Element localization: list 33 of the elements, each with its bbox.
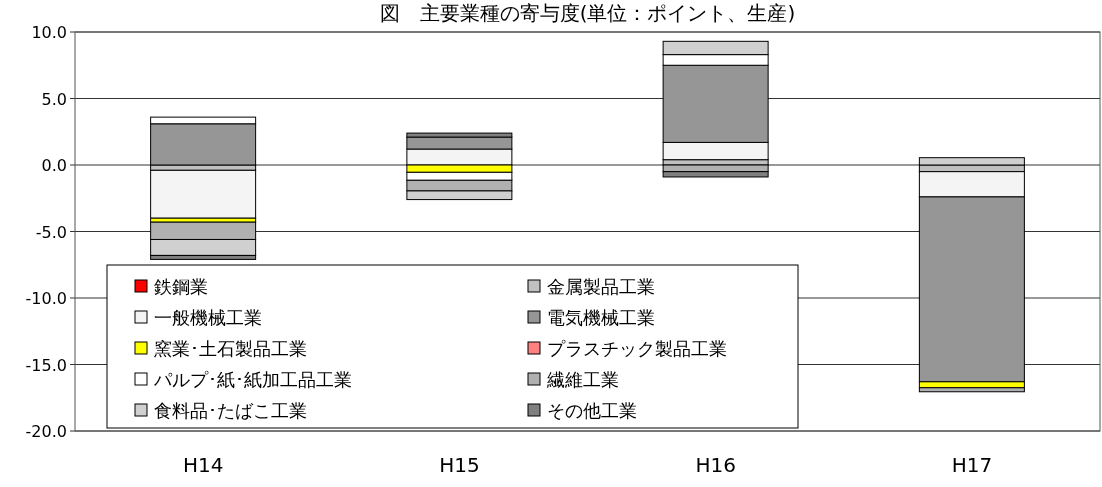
- bar: [406, 164, 513, 173]
- bar: [662, 40, 769, 56]
- legend-label: 金属製品工業: [547, 276, 655, 297]
- bar: [150, 123, 257, 166]
- legend-label: 鉄鋼業: [154, 276, 208, 297]
- bar: [150, 221, 257, 240]
- legend-label: プラスチック製品工業: [547, 338, 727, 359]
- bar: [918, 157, 1025, 166]
- bar: [662, 64, 769, 143]
- legend-label: 電気機械工業: [547, 307, 655, 328]
- y-tick-label: 10.0: [31, 23, 67, 42]
- legend-label: 食料品･たばこ工業: [154, 400, 307, 421]
- legend-label: その他工業: [547, 400, 637, 421]
- legend-label: パルプ･紙･紙加工品工業: [153, 369, 352, 390]
- x-tick-label: H16: [695, 453, 736, 477]
- y-tick-label: -15.0: [25, 355, 67, 375]
- legend-label: 窯業･土石製品工業: [154, 338, 307, 359]
- bar: [150, 169, 257, 219]
- y-tick-label: 5.0: [41, 89, 67, 109]
- y-tick-label: -5.0: [35, 222, 67, 242]
- y-tick-label: 0.0: [41, 156, 67, 175]
- bar: [918, 196, 1025, 383]
- y-tick-label: -20.0: [25, 422, 67, 441]
- bar: [662, 164, 769, 173]
- bar: [406, 136, 513, 150]
- x-tick-label: H15: [439, 453, 480, 477]
- legend-label: 一般機械工業: [154, 307, 262, 328]
- x-tick-label: H14: [182, 453, 224, 477]
- legend-label: 繊維工業: [546, 369, 619, 390]
- x-tick-label: H17: [951, 453, 993, 477]
- chart-title: 図 主要業種の寄与度(単位：ポイント、生産): [379, 1, 796, 25]
- y-tick-label: -10.0: [25, 289, 67, 308]
- bar: [150, 254, 257, 260]
